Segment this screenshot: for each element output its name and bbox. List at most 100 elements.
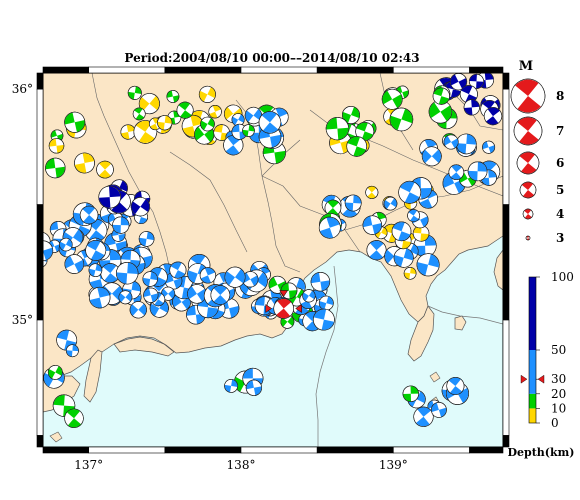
earthquake-symbol <box>312 308 335 331</box>
frame-bar-bottom <box>316 446 394 454</box>
earthquake-symbol <box>430 401 447 418</box>
longitude-tick-label: 139° <box>379 458 408 472</box>
magnitude-legend-symbol <box>513 116 543 146</box>
earthquake-symbol <box>64 111 86 133</box>
earthquake-symbol <box>242 124 255 137</box>
frame-bar-left <box>36 72 44 90</box>
depth-tick-label: 0 <box>551 416 559 430</box>
frame-bar-right <box>502 204 510 321</box>
map-area <box>43 73 503 447</box>
earthquake-symbol <box>245 379 262 396</box>
magnitude-legend-label: 8 <box>556 89 564 103</box>
depth-marker-left <box>520 374 528 384</box>
magnitude-legend-label: 3 <box>556 231 564 245</box>
frame-bar-bottom <box>393 446 470 454</box>
magnitude-legend-label: 7 <box>556 124 564 138</box>
earthquake-symbol <box>448 164 465 180</box>
atsumi-peninsula <box>113 336 175 357</box>
frame-bar-top <box>164 66 242 74</box>
earthquake-symbol <box>199 267 216 284</box>
longitude-tick-label: 138° <box>227 458 256 472</box>
earthquake-symbol <box>43 240 54 261</box>
earthquake-symbol <box>223 135 244 156</box>
earthquake-symbol <box>389 107 414 132</box>
frame-bar-left <box>36 319 44 436</box>
earthquake-symbol <box>79 205 99 225</box>
earthquake-symbol <box>482 140 496 154</box>
frame-bar-left <box>36 204 44 321</box>
earthquake-symbol <box>161 286 176 301</box>
earthquake-symbol <box>208 104 222 119</box>
earthquake-symbol <box>342 106 360 124</box>
boso-tip <box>493 249 503 291</box>
earthquake-symbol <box>302 289 316 303</box>
earthquake-symbol <box>362 215 382 235</box>
frame-bar-right <box>502 88 510 205</box>
magnitude-legend-symbol <box>519 181 537 199</box>
frame-bar-top <box>393 66 470 74</box>
frame-bar-right <box>502 435 510 448</box>
earthquake-symbol <box>365 185 379 199</box>
earthquake-symbol <box>198 85 216 103</box>
earthquake-symbol <box>96 160 114 179</box>
earthquake-symbol <box>74 152 95 174</box>
frame-bar-top <box>88 66 166 74</box>
frame-bar-bottom <box>164 446 242 454</box>
earthquake-symbol <box>413 406 434 427</box>
earthquake-symbol <box>66 344 79 358</box>
magnitude-legend-symbol <box>510 78 546 114</box>
earthquake-symbol <box>112 216 130 234</box>
earthquake-symbol <box>157 115 173 131</box>
earthquake-symbol <box>393 247 414 268</box>
depth-marker-right <box>537 374 545 384</box>
frame-bar-bottom <box>240 446 318 454</box>
earthquake-symbol <box>130 197 150 217</box>
highlight-event-layer <box>265 290 302 319</box>
earthquake-symbol <box>100 263 121 284</box>
frame-bar-left <box>36 435 44 448</box>
longitude-tick-label: 137° <box>74 458 103 472</box>
earthquake-symbol <box>200 116 215 132</box>
frame-bar-top <box>42 66 89 74</box>
earthquake-symbol <box>428 100 453 124</box>
earthquake-symbol <box>310 272 331 292</box>
map-frame-scale-bars <box>36 66 510 454</box>
earthquake-symbol <box>98 185 121 209</box>
earthquake-symbol <box>88 263 103 278</box>
magnitude-legend-symbol <box>522 208 534 220</box>
earthquake-symbol <box>421 146 442 167</box>
earthquake-symbol <box>224 266 246 288</box>
earthquake-symbol <box>64 408 84 428</box>
earthquake-symbol <box>469 73 484 89</box>
earthquake-symbol <box>88 286 111 309</box>
magnitude-legend-symbol <box>516 151 540 175</box>
depth-band <box>529 393 536 409</box>
earthquake-symbol <box>455 133 477 155</box>
earthquake-symbol <box>224 378 239 393</box>
earthquake-symbol <box>132 107 146 121</box>
earthquake-symbol <box>381 88 403 110</box>
earthquake-symbol <box>467 161 488 182</box>
sea-trench <box>315 265 339 447</box>
earthquake-symbol <box>138 93 160 115</box>
earthquake-symbol <box>346 136 368 157</box>
earthquake-symbol <box>48 138 65 154</box>
depth-tick-label: 100 <box>551 270 574 284</box>
frame-bar-left <box>36 88 44 205</box>
depth-band <box>529 408 536 423</box>
earthquake-symbol <box>129 301 147 319</box>
earthquake-symbol <box>407 209 421 223</box>
highlight-marker-top <box>279 290 289 297</box>
earthquake-symbol <box>142 271 158 287</box>
earthquake-symbol <box>176 101 194 119</box>
earthquake-symbol <box>138 231 155 247</box>
depth-band <box>529 350 536 394</box>
earthquake-symbol <box>391 221 412 242</box>
chita-peninsula <box>83 349 103 403</box>
earthquake-symbol <box>127 85 142 100</box>
earthquake-symbol <box>463 99 480 116</box>
depth-band <box>529 277 536 350</box>
earthquake-symbol <box>432 87 450 105</box>
